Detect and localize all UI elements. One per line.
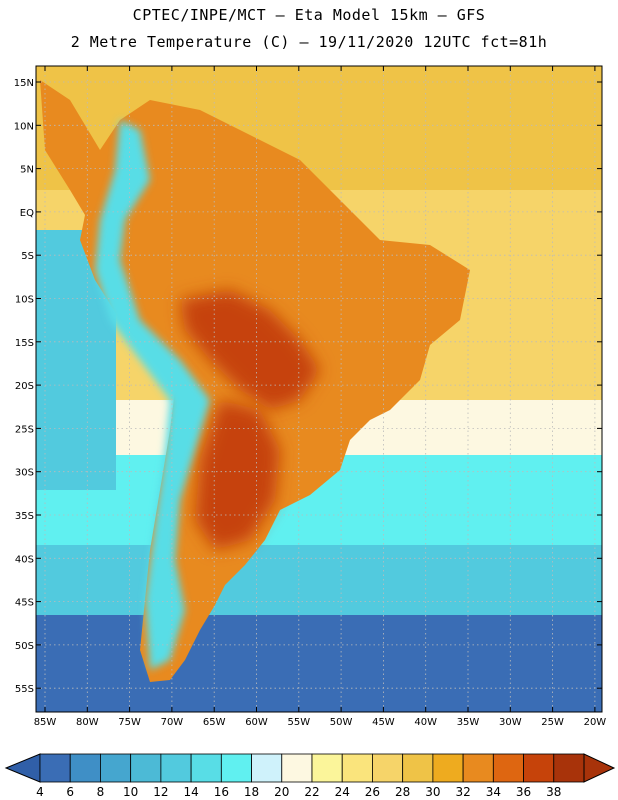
lat-label: 55S xyxy=(15,684,34,695)
colorbar-box xyxy=(432,753,464,783)
lon-label: 35W xyxy=(457,717,480,728)
lon-label: 60W xyxy=(245,717,268,728)
ocean-band-mid xyxy=(36,545,602,620)
title-line-2: 2 Metre Temperature (C) – 19/11/2020 12U… xyxy=(70,33,548,51)
colorbar-label: 12 xyxy=(153,785,168,799)
andes-cool-strip xyxy=(95,120,210,670)
lon-label: 85W xyxy=(34,717,57,728)
colorbar-label: 30 xyxy=(425,785,440,799)
lon-label: 50W xyxy=(330,717,353,728)
lat-label: 25S xyxy=(15,424,34,435)
longitude-labels: 85W 80W 75W 70W 65W 60W 55W 50W 45W 40W 35W 30W 25W 2… xyxy=(34,717,607,728)
colorbar-label: 32 xyxy=(455,785,470,799)
latitude-labels: 15N 10N 5N EQ 5S 10S 15S 20S 25S 30S 35S 40S 45S 50S 5… xyxy=(14,78,34,695)
lat-label: 30S xyxy=(15,468,34,479)
colorbar-label: 4 xyxy=(36,785,44,799)
colorbar-label: 38 xyxy=(546,785,561,799)
colorbar-box xyxy=(281,753,313,783)
lon-label: 40W xyxy=(414,717,437,728)
colorbar: 4 6 8 10 12 14 16 18 20 22 24 26 28 30 32 34 36 38 xyxy=(4,753,616,799)
colorbar-label: 16 xyxy=(214,785,229,799)
colorbar-box xyxy=(100,753,132,783)
colorbar-label: 22 xyxy=(304,785,319,799)
colorbar-box xyxy=(39,753,71,783)
colorbar-label: 6 xyxy=(66,785,74,799)
lat-label: 45S xyxy=(15,598,34,609)
lat-label: 5N xyxy=(20,165,34,176)
colorbar-box xyxy=(130,753,162,783)
lon-label: 75W xyxy=(118,717,141,728)
lat-label: 10S xyxy=(15,295,34,306)
colorbar-box xyxy=(553,753,585,783)
hot-region-south xyxy=(195,400,280,550)
lat-label: 50S xyxy=(15,641,34,652)
temperature-field xyxy=(36,66,602,712)
colorbar-box xyxy=(372,753,404,783)
lon-label: 80W xyxy=(76,717,99,728)
colorbar-box xyxy=(251,753,283,783)
lon-label: 70W xyxy=(161,717,184,728)
colorbar-label: 24 xyxy=(335,785,350,799)
colorbar-label: 10 xyxy=(123,785,138,799)
lon-label: 55W xyxy=(287,717,310,728)
colorbar-box xyxy=(69,753,101,783)
colorbar-box xyxy=(160,753,192,783)
lat-label: EQ xyxy=(20,208,34,219)
axis-ticks xyxy=(36,66,602,712)
lat-label: 20S xyxy=(15,381,34,392)
lat-label: 40S xyxy=(15,554,34,565)
map-frame xyxy=(35,65,603,713)
colorbar-label: 28 xyxy=(395,785,410,799)
colorbar-box xyxy=(190,753,222,783)
title-line-1: CPTEC/INPE/MCT – Eta Model 15km – GFS xyxy=(132,6,486,24)
colorbar-box xyxy=(220,753,252,783)
colorbar-low-arrow xyxy=(4,753,41,783)
lat-label: 10N xyxy=(14,121,34,132)
colorbar-box xyxy=(341,753,373,783)
lon-label: 20W xyxy=(584,717,607,728)
colorbar-label: 36 xyxy=(516,785,531,799)
colorbar-label: 14 xyxy=(183,785,198,799)
colorbar-box xyxy=(523,753,555,783)
colorbar-label: 18 xyxy=(244,785,259,799)
colorbar-high-arrow xyxy=(583,753,616,783)
colorbar-label: 26 xyxy=(365,785,380,799)
lon-label: 30W xyxy=(499,717,522,728)
lon-label: 45W xyxy=(372,717,395,728)
lat-label: 5S xyxy=(21,251,34,262)
colorbar-label: 8 xyxy=(97,785,105,799)
colorbar-box xyxy=(402,753,434,783)
ocean-band-south xyxy=(36,615,602,712)
lat-label: 15S xyxy=(15,338,34,349)
colorbar-label: 20 xyxy=(274,785,289,799)
colorbar-label: 34 xyxy=(486,785,501,799)
colorbar-box xyxy=(462,753,494,783)
colorbar-box xyxy=(311,753,343,783)
lon-label: 25W xyxy=(541,717,564,728)
lat-label: 35S xyxy=(15,511,34,522)
colorbar-box xyxy=(492,753,524,783)
lat-label: 15N xyxy=(14,78,34,89)
lon-label: 65W xyxy=(203,717,226,728)
hot-region-interior xyxy=(180,290,320,410)
